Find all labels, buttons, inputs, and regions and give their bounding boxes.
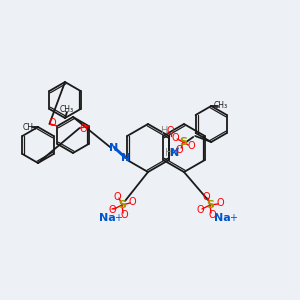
Text: O: O bbox=[167, 126, 175, 136]
Text: H: H bbox=[161, 126, 169, 136]
Text: O: O bbox=[216, 198, 224, 208]
Text: O: O bbox=[171, 133, 179, 143]
Text: CH₃: CH₃ bbox=[60, 106, 74, 115]
Text: N: N bbox=[109, 143, 118, 153]
Text: O: O bbox=[208, 210, 216, 220]
Text: O: O bbox=[202, 192, 210, 202]
Text: O: O bbox=[108, 205, 116, 215]
Text: +: + bbox=[114, 213, 122, 223]
Text: H: H bbox=[164, 148, 172, 158]
Text: O: O bbox=[128, 197, 136, 207]
Text: S: S bbox=[179, 137, 187, 147]
Text: CH₃: CH₃ bbox=[213, 101, 227, 110]
Text: O: O bbox=[113, 192, 121, 202]
Text: O: O bbox=[49, 118, 56, 128]
Text: O: O bbox=[176, 145, 183, 155]
Text: N: N bbox=[169, 148, 179, 158]
Text: O: O bbox=[196, 205, 204, 215]
Text: CH₃: CH₃ bbox=[23, 122, 37, 131]
Text: +: + bbox=[229, 213, 237, 223]
Text: Na: Na bbox=[214, 213, 230, 223]
Text: S: S bbox=[206, 200, 214, 210]
Text: O: O bbox=[80, 124, 87, 134]
Text: N: N bbox=[121, 153, 130, 163]
Text: S: S bbox=[118, 200, 126, 210]
Text: Na: Na bbox=[99, 213, 116, 223]
Text: O: O bbox=[120, 210, 128, 220]
Text: O: O bbox=[188, 141, 195, 151]
